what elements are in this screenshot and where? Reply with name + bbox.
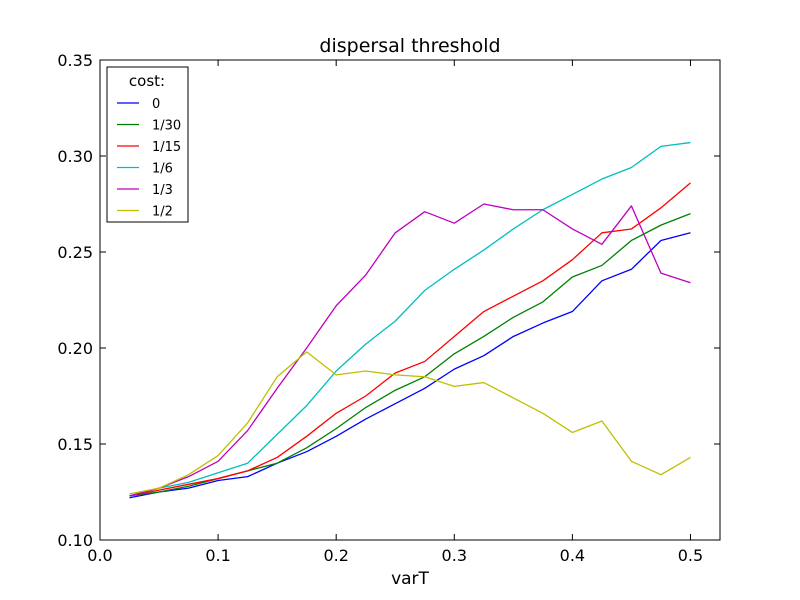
series-line-2: [129, 182, 691, 497]
x-axis: 0.0 0.1 0.2 0.3 0.4 0.5: [87, 60, 703, 565]
series-line-3: [129, 141, 691, 497]
x-tick-label: 0.3: [442, 546, 467, 565]
series-line-0: [129, 232, 691, 499]
y-axis: 0.10 0.15 0.20 0.25 0.30 0.35: [57, 51, 720, 550]
x-axis-title: varT: [391, 569, 429, 589]
chart-title: dispersal threshold: [319, 35, 500, 57]
legend-label: 0: [152, 97, 160, 112]
x-tick-label: 0.0: [87, 546, 112, 565]
y-tick-label: 0.30: [57, 147, 93, 166]
y-tick-label: 0.15: [57, 435, 93, 454]
plot-area-frame: [99, 59, 721, 541]
x-tick-label: 0.1: [205, 546, 230, 565]
x-tick-label: 0.2: [323, 546, 348, 565]
y-tick-label: 0.20: [57, 339, 93, 358]
legend-title: cost:: [129, 72, 165, 90]
legend-label: 1/3: [152, 183, 173, 198]
x-tick-label: 0.4: [560, 546, 585, 565]
x-tick-label: 0.5: [678, 546, 703, 565]
legend-label: 1/6: [152, 162, 173, 177]
legend-label: 1/2: [152, 205, 173, 220]
y-tick-label: 0.35: [57, 51, 93, 70]
y-tick-label: 0.10: [57, 531, 93, 550]
y-tick-label: 0.25: [57, 243, 93, 262]
legend: cost: 0 1/30 1/15 1/6 1/3 1/2: [106, 66, 189, 223]
legend-label: 1/15: [152, 140, 181, 155]
series-line-4: [129, 203, 691, 497]
legend-label: 1/30: [152, 119, 181, 134]
series-line-5: [129, 351, 691, 495]
series-layer: [129, 141, 691, 499]
legend-frame: [106, 66, 189, 223]
